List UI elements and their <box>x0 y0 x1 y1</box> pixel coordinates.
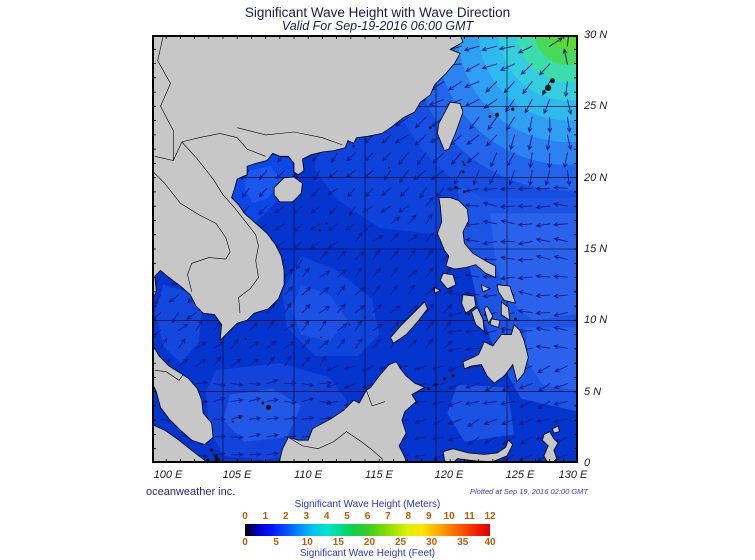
colorbar-feet-tick: 5 <box>273 537 279 548</box>
colorbar-meters-tick: 12 <box>484 511 496 522</box>
colorbar-feet-tick: 35 <box>457 537 469 548</box>
lon-tick-label: 100 E <box>153 469 183 481</box>
colorbar-meters-tick: 6 <box>364 511 371 522</box>
colorbar-feet-tick: 0 <box>242 537 248 548</box>
colorbar-meters-tick: 4 <box>323 511 330 522</box>
colorbar-feet-tick: 15 <box>332 537 344 548</box>
lat-tick-label: 30 N <box>584 29 608 41</box>
credit-text: oceanweather inc. <box>146 486 236 498</box>
colorbar-meters-tick: 7 <box>385 511 391 522</box>
colorbar-meters-tick: 2 <box>283 511 289 522</box>
lon-tick-label: 110 E <box>294 469 322 481</box>
colorbar-feet-tick: 30 <box>426 537 438 548</box>
colorbar-feet-tick: 20 <box>363 537 376 548</box>
colorbar-meters-tick: 8 <box>405 511 412 522</box>
colorbar-meters-tick: 1 <box>262 511 269 522</box>
colorbar-title-feet: Significant Wave Height (Feet) <box>299 548 436 559</box>
map-area <box>152 35 578 463</box>
lat-tick-label: 10 N <box>584 314 608 327</box>
colorbar-meters-tick: 5 <box>344 511 350 522</box>
plotted-timestamp: Plotted at Sep 19, 2016 02:00 GMT <box>470 487 588 496</box>
lon-tick-label: 120 E <box>434 469 464 481</box>
lon-tick-label: 105 E <box>222 469 252 481</box>
colorbar-feet-tick: 10 <box>301 537 313 548</box>
wave-map <box>152 35 578 463</box>
lon-tick-label: 115 E <box>365 469 393 481</box>
colorbar-meters-tick: 0 <box>242 511 248 522</box>
colorbar <box>245 524 490 536</box>
colorbar-meters-tick: 3 <box>303 511 310 522</box>
colorbar-meters-tick: 9 <box>425 511 432 522</box>
chart-title: Significant Wave Height with Wave Direct… <box>244 5 511 20</box>
chart-subtitle: Valid For Sep-19-2016 06:00 GMT <box>281 19 474 33</box>
lon-tick-label: 130 E <box>558 469 588 481</box>
colorbar-feet-tick: 40 <box>484 537 496 548</box>
lat-tick-label: 20 N <box>584 171 608 184</box>
colorbar-title-meters: Significant Wave Height (Meters) <box>294 499 441 510</box>
lat-tick-label: 0 <box>584 457 591 469</box>
lon-tick-label: 125 E <box>505 469 535 481</box>
colorbar-feet-tick: 25 <box>395 537 407 548</box>
lat-tick-label: 15 N <box>584 243 608 255</box>
lat-tick-label: 25 N <box>584 100 608 113</box>
colorbar-meters-tick: 11 <box>464 511 475 522</box>
lat-tick-label: 5 N <box>584 385 602 398</box>
colorbar-meters-tick: 10 <box>443 511 455 522</box>
